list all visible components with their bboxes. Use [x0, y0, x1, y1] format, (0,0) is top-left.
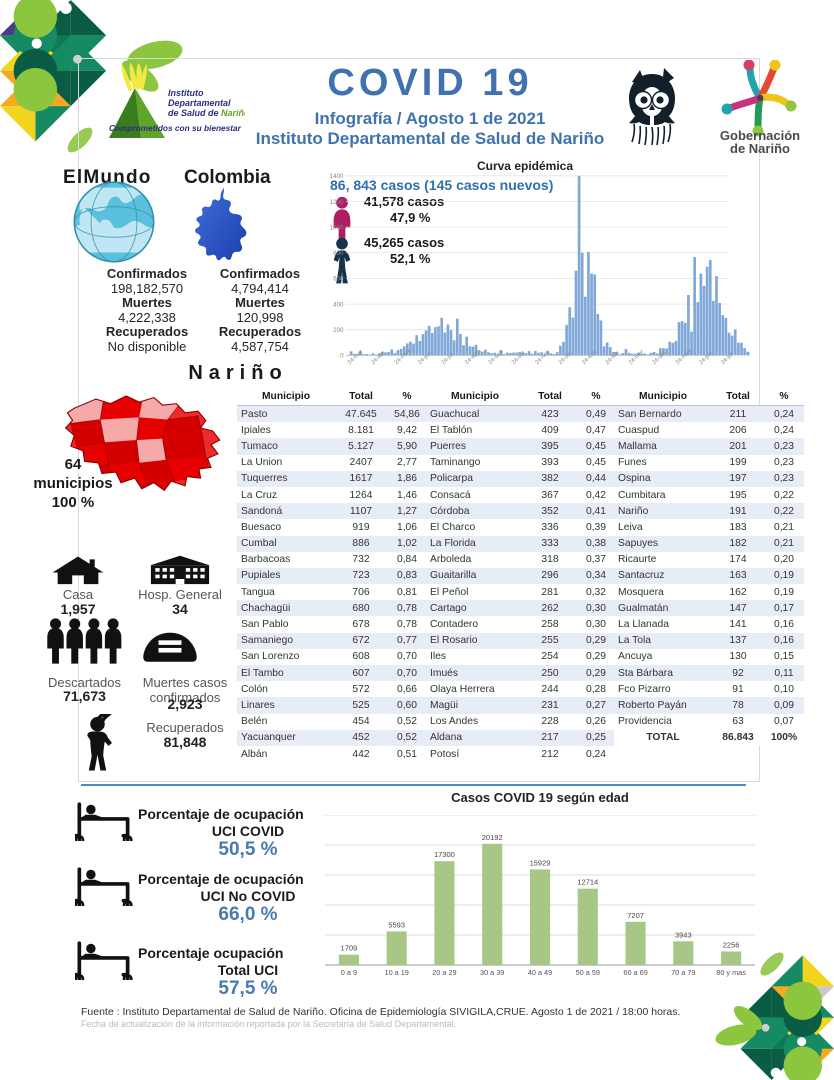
svg-text:de Salud de Nariño: de Salud de Nariño — [168, 108, 245, 118]
svg-text:de Nariño: de Nariño — [730, 141, 790, 156]
svg-text:60 a 69: 60 a 69 — [623, 968, 647, 977]
svg-text:Instituto: Instituto — [168, 88, 204, 98]
svg-text:2256: 2256 — [723, 941, 740, 950]
svg-text:400: 400 — [333, 301, 344, 308]
svg-text:17300: 17300 — [434, 850, 455, 859]
svg-text:30 a 39: 30 a 39 — [480, 968, 504, 977]
svg-text:200: 200 — [333, 327, 344, 334]
svg-text:1400: 1400 — [330, 173, 344, 180]
svg-text:40 a 49: 40 a 49 — [528, 968, 552, 977]
svg-text:600: 600 — [333, 276, 344, 283]
svg-text:1000: 1000 — [330, 224, 344, 231]
svg-text:24-mar: 24-mar — [347, 349, 364, 366]
svg-text:1200: 1200 — [330, 199, 344, 206]
svg-text:Departamental: Departamental — [168, 98, 231, 108]
svg-text:24-sep: 24-sep — [487, 349, 504, 366]
svg-text:5593: 5593 — [388, 920, 405, 929]
svg-text:0: 0 — [340, 353, 344, 360]
svg-text:24-abr: 24-abr — [370, 350, 386, 366]
svg-text:0 a 9: 0 a 9 — [341, 968, 357, 977]
svg-text:Comprometidos con su bienestar: Comprometidos con su bienestar — [109, 123, 242, 133]
svg-text:15929: 15929 — [530, 858, 551, 867]
svg-text:24-may: 24-may — [394, 348, 412, 366]
svg-text:20 a 29: 20 a 29 — [432, 968, 456, 977]
svg-text:3943: 3943 — [675, 930, 692, 939]
svg-text:800: 800 — [333, 250, 344, 257]
svg-text:50 a 59: 50 a 59 — [576, 968, 600, 977]
svg-text:20192: 20192 — [482, 833, 503, 842]
svg-text:24-may: 24-may — [675, 348, 693, 366]
svg-text:1709: 1709 — [341, 944, 358, 953]
svg-text:24-mar: 24-mar — [628, 349, 645, 366]
svg-text:12714: 12714 — [577, 878, 598, 887]
svg-text:10 a 19: 10 a 19 — [385, 968, 409, 977]
svg-text:24-nov: 24-nov — [534, 349, 551, 366]
svg-text:7207: 7207 — [627, 911, 644, 920]
